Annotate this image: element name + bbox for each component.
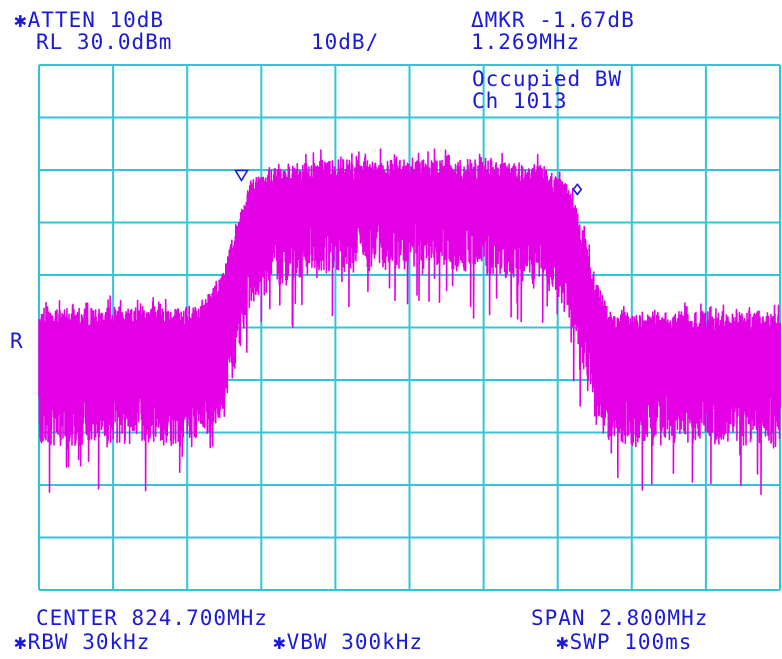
- spectrum-trace: [38, 148, 781, 495]
- reference-marker: [234, 169, 249, 183]
- markers: [234, 169, 583, 196]
- trace-line: [38, 148, 781, 495]
- sweep-time-label: ✱SWP 100ms: [556, 630, 693, 654]
- measurement-label: Occupied BW: [472, 67, 623, 91]
- reference-level-marker: R: [10, 329, 24, 353]
- attenuation-label: ✱ATTEN 10dB: [14, 8, 165, 32]
- reference-level-label: RL 30.0dBm: [36, 30, 173, 54]
- center-frequency-label: CENTER 824.700MHz: [36, 606, 268, 630]
- rbw-label: ✱RBW 30kHz: [14, 630, 151, 654]
- span-label: SPAN 2.800MHz: [531, 606, 709, 630]
- delta-marker: [572, 183, 583, 196]
- marker-frequency-label: 1.269MHz: [471, 30, 581, 54]
- scale-label: 10dB/: [311, 30, 380, 54]
- vbw-label: ✱VBW 300kHz: [273, 630, 424, 654]
- channel-label: Ch 1013: [472, 89, 568, 113]
- marker-delta-label: ΔMKR -1.67dB: [471, 8, 635, 32]
